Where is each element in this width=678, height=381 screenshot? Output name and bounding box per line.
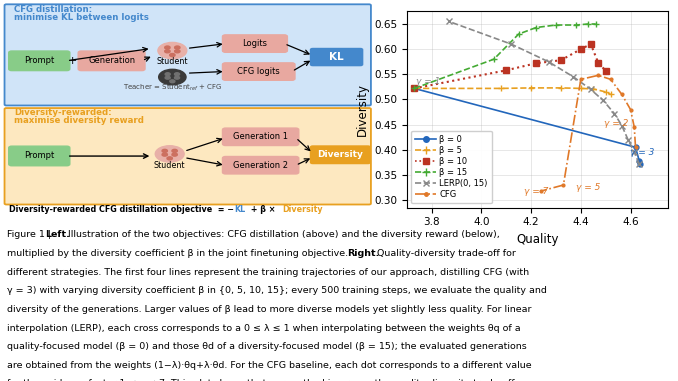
Circle shape [170, 53, 175, 56]
Text: quality-focused model (β = 0) and those θd of a diversity-focused model (β = 15): quality-focused model (β = 0) and those … [7, 342, 527, 351]
Text: are obtained from the weights (1−λ)·θq+λ·θd. For the CFG baseline, each dot corr: are obtained from the weights (1−λ)·θq+λ… [7, 361, 532, 370]
Text: interpolation (LERP), each cross corresponds to a 0 ≤ λ ≤ 1 when interpolating b: interpolation (LERP), each cross corresp… [7, 323, 521, 333]
Text: Diversity: Diversity [283, 205, 323, 214]
Text: γ = 1: γ = 1 [416, 77, 440, 86]
Circle shape [175, 46, 180, 49]
FancyBboxPatch shape [78, 51, 145, 70]
Text: Generation 1: Generation 1 [233, 132, 288, 141]
FancyBboxPatch shape [5, 4, 371, 106]
Circle shape [174, 73, 180, 75]
FancyBboxPatch shape [222, 35, 287, 52]
Circle shape [165, 76, 170, 79]
Circle shape [162, 149, 167, 152]
Text: maximise diversity reward: maximise diversity reward [14, 116, 144, 125]
X-axis label: Quality: Quality [516, 233, 559, 246]
Circle shape [158, 42, 186, 59]
FancyBboxPatch shape [310, 145, 371, 164]
Circle shape [167, 157, 172, 160]
Text: Generation: Generation [88, 56, 135, 65]
Circle shape [172, 153, 178, 156]
FancyBboxPatch shape [9, 146, 70, 166]
Circle shape [162, 153, 167, 156]
Text: γ = 3: γ = 3 [630, 148, 654, 157]
FancyBboxPatch shape [222, 157, 299, 174]
Circle shape [165, 73, 170, 75]
FancyBboxPatch shape [222, 63, 295, 80]
Text: CFG distillation:: CFG distillation: [14, 5, 92, 14]
Text: different strategies. The first four lines represent the training trajectories o: different strategies. The first four lin… [7, 267, 529, 277]
Text: Teacher = Student$_{ref}$ + CFG: Teacher = Student$_{ref}$ + CFG [123, 83, 222, 93]
Text: Figure 1 |: Figure 1 | [7, 231, 54, 239]
Text: γ = 5: γ = 5 [576, 182, 600, 192]
FancyBboxPatch shape [310, 48, 363, 66]
Text: Quality-diversity trade-off for: Quality-diversity trade-off for [374, 249, 515, 258]
Text: Diversity-rewarded CFG distillation objective  = −: Diversity-rewarded CFG distillation obje… [9, 205, 237, 214]
Text: Student: Student [154, 161, 186, 170]
FancyBboxPatch shape [9, 51, 70, 70]
Text: CFG logits: CFG logits [237, 67, 280, 76]
Text: Logits: Logits [243, 39, 267, 48]
Text: γ = 2: γ = 2 [605, 119, 629, 128]
Text: Diversity-rewarded:: Diversity-rewarded: [14, 108, 112, 117]
Text: for the guidance factor 1 ≤ γ ≤ 7. This plot shows that our method improves the : for the guidance factor 1 ≤ γ ≤ 7. This … [7, 379, 518, 381]
Circle shape [172, 149, 178, 152]
Circle shape [159, 69, 186, 85]
Text: KL: KL [330, 52, 344, 62]
FancyBboxPatch shape [5, 108, 371, 205]
Text: Student: Student [157, 58, 188, 67]
Circle shape [165, 50, 170, 53]
Y-axis label: Diversity: Diversity [355, 83, 368, 136]
Text: Generation 2: Generation 2 [233, 161, 288, 170]
Circle shape [165, 46, 170, 49]
Text: Left.: Left. [45, 231, 71, 239]
Text: Right.: Right. [347, 249, 380, 258]
FancyBboxPatch shape [222, 128, 299, 146]
Circle shape [170, 80, 175, 83]
Text: diversity of the generations. Larger values of β lead to more diverse models yet: diversity of the generations. Larger val… [7, 305, 532, 314]
Legend: β = 0, β = 5, β = 10, β = 15, LERP(0, 15), CFG: β = 0, β = 5, β = 10, β = 15, LERP(0, 15… [411, 131, 492, 203]
Text: γ = 7: γ = 7 [523, 187, 548, 196]
Text: Illustration of the two objectives: CFG distillation (above) and the diversity r: Illustration of the two objectives: CFG … [64, 231, 499, 239]
Text: Diversity: Diversity [317, 150, 363, 159]
Text: KL: KL [234, 205, 245, 214]
Circle shape [155, 146, 184, 162]
Text: minimise KL between logits: minimise KL between logits [14, 13, 149, 22]
Text: + β ×: + β × [248, 205, 279, 214]
Text: Prompt: Prompt [24, 152, 54, 160]
Circle shape [175, 50, 180, 53]
Text: multiplied by the diversity coefficient β in the joint finetuning objective.: multiplied by the diversity coefficient … [7, 249, 351, 258]
Text: +: + [68, 56, 77, 66]
Text: Prompt: Prompt [24, 56, 54, 65]
Text: γ = 3) with varying diversity coefficient β in {0, 5, 10, 15}; every 500 trainin: γ = 3) with varying diversity coefficien… [7, 286, 546, 295]
Circle shape [174, 76, 180, 79]
